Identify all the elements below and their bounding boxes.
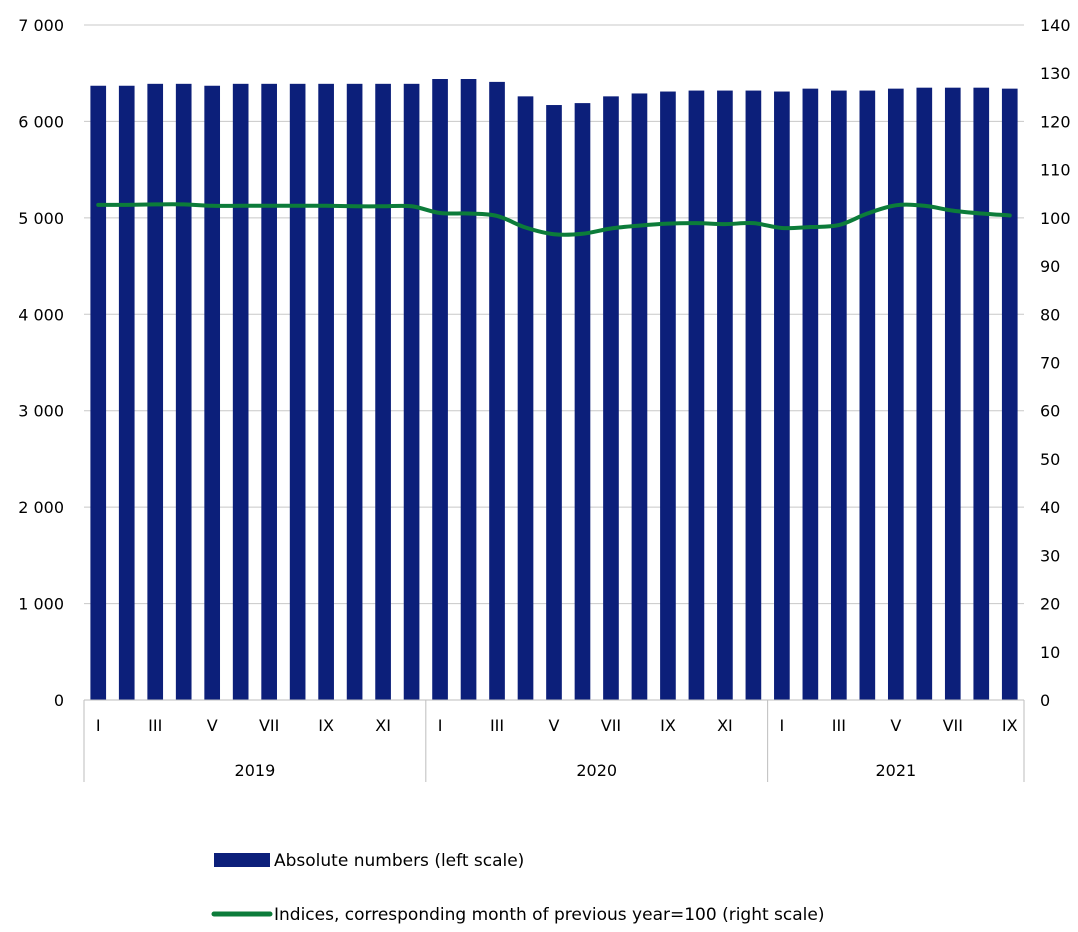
bar (403, 83, 420, 701)
left-tick-label: 4 000 (18, 305, 64, 324)
bar (489, 81, 505, 700)
bar (460, 79, 477, 700)
bar (90, 85, 107, 700)
bar (973, 87, 990, 700)
right-axis: 0 10 20 30 40 50 60 70 80 90 100 110 120 130 140 (1040, 16, 1071, 710)
right-tick-label: 0 (1040, 691, 1050, 710)
right-tick-label: 10 (1040, 643, 1060, 662)
x-tick-label: I (96, 716, 101, 735)
bar (688, 90, 705, 701)
left-tick-label: 5 000 (18, 209, 64, 228)
x-tick-label: III (832, 716, 846, 735)
index-line (96, 202, 1012, 237)
right-tick-label: 30 (1040, 546, 1060, 565)
right-tick-label: 110 (1040, 161, 1071, 180)
right-tick-label: 130 (1040, 64, 1071, 83)
bar (574, 103, 591, 701)
left-tick-label: 7 000 (18, 16, 64, 35)
legend: Absolute numbers (left scale) Indices, c… (211, 851, 824, 925)
x-tick-label: V (207, 716, 218, 735)
bar (232, 83, 249, 701)
bar (261, 83, 277, 701)
bar (859, 90, 876, 701)
x-tick-label: VII (943, 716, 963, 735)
x-tick-label: IX (318, 716, 334, 735)
bar (517, 96, 534, 701)
bar (375, 83, 391, 701)
bar (944, 87, 961, 700)
year-label: 2021 (875, 761, 916, 780)
right-tick-label: 60 (1040, 402, 1060, 421)
x-tick-label: V (890, 716, 901, 735)
bar (346, 83, 363, 701)
x-tick-label: XI (717, 716, 733, 735)
bar (318, 83, 334, 701)
bar (660, 91, 676, 701)
x-tick-label: VII (259, 716, 279, 735)
left-axis: 0 1 000 2 000 3 000 4 000 5 000 6 000 7 000 (18, 16, 64, 710)
bar (118, 85, 135, 700)
left-tick-label: 2 000 (18, 498, 64, 517)
right-tick-label: 140 (1040, 16, 1071, 35)
bar (916, 87, 933, 700)
bar (546, 105, 562, 701)
bar (432, 79, 448, 700)
x-tick-label: VII (601, 716, 621, 735)
bar (1001, 88, 1018, 700)
bar (887, 88, 904, 700)
legend-line-label: Indices, corresponding month of previous… (274, 905, 824, 925)
right-tick-label: 50 (1040, 450, 1060, 469)
bar (631, 93, 648, 700)
right-tick-label: 120 (1040, 112, 1071, 131)
bar-series (90, 79, 1018, 701)
x-tick-label: I (438, 716, 443, 735)
year-label: 2020 (576, 761, 617, 780)
bar (289, 83, 306, 701)
right-tick-label: 100 (1040, 209, 1071, 228)
x-tick-label: V (549, 716, 560, 735)
right-tick-label: 20 (1040, 595, 1060, 614)
right-tick-label: 40 (1040, 498, 1060, 517)
line-series (96, 202, 1012, 237)
legend-bar-swatch (214, 853, 270, 867)
right-tick-label: 70 (1040, 354, 1060, 373)
left-tick-label: 3 000 (18, 402, 64, 421)
legend-bar-label: Absolute numbers (left scale) (274, 851, 524, 871)
x-tick-label: III (148, 716, 162, 735)
bar (603, 96, 619, 701)
left-tick-label: 1 000 (18, 595, 64, 614)
right-tick-label: 90 (1040, 257, 1060, 276)
x-tick-label: IX (660, 716, 676, 735)
left-tick-label: 6 000 (18, 112, 64, 131)
bar (745, 90, 762, 701)
x-tick-label: IX (1002, 716, 1018, 735)
bar (147, 83, 164, 701)
bar (774, 91, 790, 701)
bar (802, 88, 819, 700)
x-tick-label: I (780, 716, 785, 735)
right-tick-label: 80 (1040, 305, 1060, 324)
x-tick-label: XI (375, 716, 391, 735)
bar (831, 90, 847, 701)
bar (717, 90, 733, 701)
bar (204, 85, 221, 700)
x-tick-label: III (490, 716, 504, 735)
year-label: 2019 (235, 761, 276, 780)
left-tick-label: 0 (54, 691, 64, 710)
bar (175, 83, 192, 701)
